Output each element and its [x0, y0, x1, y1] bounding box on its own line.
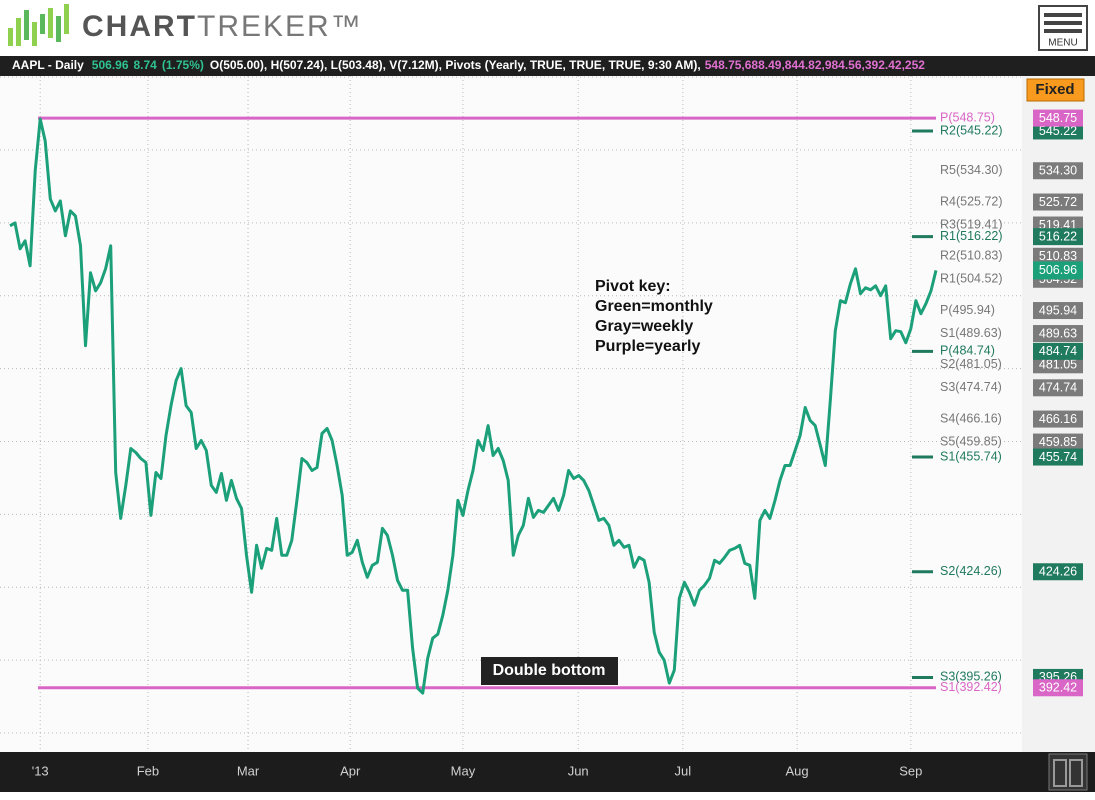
change-pct: (1.75%) [162, 58, 204, 72]
pivot-label: P(495.94) [940, 303, 995, 317]
price-box [1033, 410, 1083, 428]
price-box-label: 474.74 [1039, 381, 1077, 395]
info-bar [0, 56, 1095, 76]
pivot-label: R4(525.72) [940, 194, 1003, 208]
logo-bold: CHART [82, 10, 197, 43]
plot-area [0, 76, 1022, 752]
price-line [9, 117, 938, 695]
symbol: AAPL - Daily [12, 58, 84, 72]
menu-button[interactable]: MENU [1038, 5, 1088, 51]
pivot-label: R1(504.52) [940, 272, 1003, 286]
x-tick-label: Mar [237, 763, 260, 778]
change: 8.74 [134, 58, 158, 72]
price-box-label: 481.05 [1039, 358, 1077, 372]
logo-light: TREKER™ [197, 10, 363, 43]
x-tick-label: Jun [568, 763, 589, 778]
price-box-label: 548.75 [1039, 111, 1077, 125]
pivot-key: Purple=yearly [595, 338, 701, 355]
price-box [1033, 379, 1083, 397]
pivot-label: S2(424.26) [940, 564, 1002, 578]
pivot-label: R5(534.30) [940, 163, 1003, 177]
pivot-label: R2(545.22) [940, 123, 1003, 137]
last-price: 506.96 [92, 58, 129, 72]
price-box-label: 510.83 [1039, 249, 1077, 263]
logo: CHARTTREKER™ [82, 10, 363, 43]
price-box-label: 455.74 [1039, 450, 1077, 464]
pivot-label: S4(466.16) [940, 411, 1002, 425]
price-box-label: 484.74 [1039, 344, 1077, 358]
price-box [1033, 342, 1083, 360]
price-box-label: 525.72 [1039, 195, 1077, 209]
pivot-label: P(548.75) [940, 110, 995, 124]
info-text: AAPL - Daily 506.96 8.74 (1.75%) O(505.00), … [12, 58, 925, 72]
pivot-key: Gray=weekly [595, 318, 693, 335]
ohlc: O(505.00), H(507.24), L(503.48), V(7.12M… [210, 58, 701, 72]
price-box-label: 392.42 [1039, 681, 1077, 695]
pivot-label: R3(519.41) [940, 217, 1003, 231]
x-tick-label: Jul [675, 763, 692, 778]
pivot-label: S3(395.26) [940, 670, 1002, 684]
price-box [1033, 448, 1083, 466]
pivot-label: R1(516.22) [940, 229, 1003, 243]
menu-label[interactable]: MENU [1048, 38, 1077, 49]
x-tick-label: May [451, 763, 476, 778]
chart-layer: '13 Feb Mar Apr May Jun Jul Aug Sep R5(534.30) 534… [0, 76, 1083, 778]
x-axis-bar [0, 752, 1095, 792]
price-box-label: 459.85 [1039, 435, 1077, 449]
price-box [1033, 247, 1083, 265]
x-tick-label: Apr [340, 763, 361, 778]
price-box-label: 534.30 [1039, 164, 1077, 178]
price-box [1033, 228, 1083, 246]
price-box [1033, 433, 1083, 451]
pivot-label: S3(474.74) [940, 380, 1002, 394]
price-box-label: 516.22 [1039, 229, 1077, 243]
price-box-label: 489.63 [1039, 326, 1077, 340]
x-tick-label: Sep [899, 763, 922, 778]
last-price-box [1033, 261, 1083, 280]
pivot-key: Pivot key: [595, 278, 671, 295]
price-box [1033, 302, 1083, 320]
pivot-key: Green=monthly [595, 298, 713, 315]
pivot-label: S1(489.63) [940, 326, 1002, 340]
price-box-label: 545.22 [1039, 124, 1077, 138]
x-tick-label: Aug [786, 763, 809, 778]
price-box-label: 424.26 [1039, 565, 1077, 579]
price-box [1033, 162, 1083, 180]
pivot-values: 548.75,688.49,844.82,984.56,392.42,252 [705, 58, 926, 72]
annotation-box [481, 657, 618, 685]
pivot-label: R2(510.83) [940, 249, 1003, 263]
logo-icon [8, 4, 69, 46]
x-tick-label: Feb [137, 763, 159, 778]
x-tick-label: '13 [32, 763, 49, 778]
price-box [1033, 109, 1083, 127]
price-box [1033, 679, 1083, 697]
price-box [1033, 356, 1083, 374]
fixed-label[interactable]: Fixed [1035, 81, 1074, 98]
price-box-label: 495.94 [1039, 303, 1077, 317]
price-box [1033, 563, 1083, 581]
pivot-label: S2(481.05) [940, 357, 1002, 371]
annotation: Double bottom [493, 662, 606, 679]
pivot-label: S5(459.85) [940, 434, 1002, 448]
last-price-label: 506.96 [1039, 263, 1077, 277]
pivot-label: S1(455.74) [940, 449, 1002, 463]
price-box-label: 466.16 [1039, 412, 1077, 426]
price-box [1033, 325, 1083, 343]
pivot-label: S1(392.42) [940, 680, 1002, 694]
corner-icon [1048, 753, 1088, 791]
price-box [1033, 193, 1083, 211]
fixed-button[interactable]: Fixed [1026, 78, 1085, 102]
pivot-label: P(484.74) [940, 344, 995, 358]
price-box [1033, 122, 1083, 140]
